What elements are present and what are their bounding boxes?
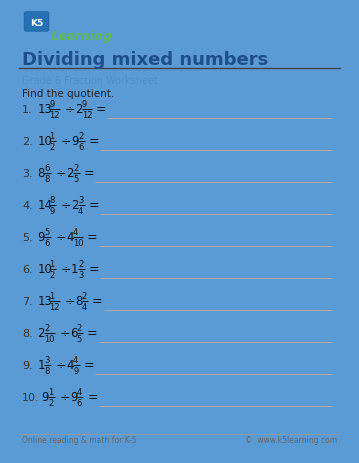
Text: 2: 2 bbox=[75, 103, 82, 116]
Text: 14: 14 bbox=[37, 199, 52, 212]
Text: 7.: 7. bbox=[22, 296, 33, 306]
Text: =: = bbox=[87, 326, 98, 340]
Text: 9: 9 bbox=[71, 135, 79, 148]
Text: K5: K5 bbox=[30, 19, 43, 28]
Text: Dividing mixed numbers: Dividing mixed numbers bbox=[22, 51, 269, 69]
Text: 4.: 4. bbox=[22, 200, 33, 210]
Text: 5: 5 bbox=[73, 174, 78, 183]
Text: ÷: ÷ bbox=[64, 295, 75, 308]
Text: 8: 8 bbox=[37, 167, 45, 180]
Text: 5: 5 bbox=[45, 227, 50, 237]
Text: =: = bbox=[88, 263, 99, 276]
Text: 6: 6 bbox=[45, 163, 50, 173]
Text: =: = bbox=[87, 231, 98, 244]
Text: 2: 2 bbox=[48, 398, 53, 407]
Text: ÷: ÷ bbox=[61, 135, 71, 148]
Text: 8: 8 bbox=[45, 174, 50, 183]
Text: 10: 10 bbox=[37, 135, 52, 148]
Text: =: = bbox=[96, 103, 106, 116]
Text: 4: 4 bbox=[73, 227, 78, 237]
FancyBboxPatch shape bbox=[24, 13, 49, 32]
Text: ÷: ÷ bbox=[61, 263, 71, 276]
Text: 9: 9 bbox=[50, 100, 55, 109]
Text: ÷: ÷ bbox=[64, 103, 75, 116]
Text: 2: 2 bbox=[66, 167, 74, 180]
Text: 12: 12 bbox=[50, 110, 60, 119]
Text: 2: 2 bbox=[78, 131, 83, 141]
Text: ÷: ÷ bbox=[56, 167, 66, 180]
Text: 6: 6 bbox=[77, 398, 82, 407]
Text: 5: 5 bbox=[77, 334, 82, 343]
Text: ÷: ÷ bbox=[56, 358, 66, 371]
Text: 13: 13 bbox=[37, 103, 52, 116]
Text: 4: 4 bbox=[77, 387, 82, 396]
Text: 9: 9 bbox=[50, 206, 55, 215]
Text: 4: 4 bbox=[73, 355, 78, 364]
Text: 13: 13 bbox=[37, 295, 52, 308]
Text: 3: 3 bbox=[45, 355, 50, 364]
Text: 1: 1 bbox=[37, 358, 45, 371]
Text: 2: 2 bbox=[78, 259, 83, 269]
Text: 2: 2 bbox=[71, 199, 79, 212]
Text: 6: 6 bbox=[45, 238, 50, 247]
Text: =: = bbox=[87, 390, 98, 403]
Text: 4: 4 bbox=[78, 206, 83, 215]
Text: 4: 4 bbox=[82, 302, 87, 311]
Text: 2: 2 bbox=[50, 270, 55, 279]
Text: 1: 1 bbox=[48, 387, 53, 396]
Text: 6: 6 bbox=[78, 142, 83, 151]
Text: Online reading & math for K-5: Online reading & math for K-5 bbox=[22, 435, 137, 444]
Text: 4: 4 bbox=[66, 231, 74, 244]
Text: 12: 12 bbox=[50, 302, 60, 311]
Text: 3.: 3. bbox=[22, 169, 33, 178]
Text: 9.: 9. bbox=[22, 360, 33, 370]
Text: 1: 1 bbox=[50, 259, 55, 269]
Text: 6: 6 bbox=[70, 326, 77, 340]
Text: 12: 12 bbox=[82, 110, 92, 119]
Text: 9: 9 bbox=[73, 366, 78, 375]
Text: 8: 8 bbox=[45, 366, 50, 375]
Text: 9: 9 bbox=[37, 231, 45, 244]
Text: 9: 9 bbox=[41, 390, 49, 403]
Text: =: = bbox=[83, 167, 94, 180]
Text: 8.: 8. bbox=[22, 328, 33, 338]
Text: Find the quotient.: Find the quotient. bbox=[22, 89, 115, 99]
Text: ÷: ÷ bbox=[59, 326, 70, 340]
Text: 6.: 6. bbox=[22, 264, 33, 274]
Text: 1: 1 bbox=[71, 263, 79, 276]
Text: 2.: 2. bbox=[22, 137, 33, 146]
Text: 8: 8 bbox=[75, 295, 82, 308]
Text: 10.: 10. bbox=[22, 392, 40, 402]
Text: ÷: ÷ bbox=[60, 390, 70, 403]
Text: Learning: Learning bbox=[51, 30, 113, 43]
Text: =: = bbox=[92, 295, 103, 308]
Text: ÷: ÷ bbox=[56, 231, 66, 244]
Text: 2: 2 bbox=[73, 163, 78, 173]
Text: ©  www.k5learning.com: © www.k5learning.com bbox=[244, 435, 337, 444]
Text: 3: 3 bbox=[78, 195, 83, 205]
Text: 2: 2 bbox=[37, 326, 45, 340]
Text: 5.: 5. bbox=[22, 232, 33, 242]
Text: 10: 10 bbox=[45, 334, 55, 343]
Text: 9: 9 bbox=[70, 390, 78, 403]
Text: 10: 10 bbox=[73, 238, 84, 247]
Text: 2: 2 bbox=[50, 142, 55, 151]
Text: Grade 6 Fraction Worksheet: Grade 6 Fraction Worksheet bbox=[22, 75, 158, 86]
Text: ÷: ÷ bbox=[61, 199, 71, 212]
Text: =: = bbox=[88, 199, 99, 212]
Text: 2: 2 bbox=[45, 323, 50, 332]
Text: 4: 4 bbox=[66, 358, 74, 371]
Text: 1: 1 bbox=[50, 131, 55, 141]
Text: 10: 10 bbox=[37, 263, 52, 276]
Text: 2: 2 bbox=[77, 323, 82, 332]
Text: 8: 8 bbox=[50, 195, 55, 205]
Text: 1: 1 bbox=[50, 291, 55, 300]
Text: 2: 2 bbox=[82, 291, 87, 300]
Text: 3: 3 bbox=[78, 270, 83, 279]
Text: =: = bbox=[88, 135, 99, 148]
Text: 1.: 1. bbox=[22, 105, 33, 114]
Text: 9: 9 bbox=[82, 100, 87, 109]
Text: =: = bbox=[83, 358, 94, 371]
